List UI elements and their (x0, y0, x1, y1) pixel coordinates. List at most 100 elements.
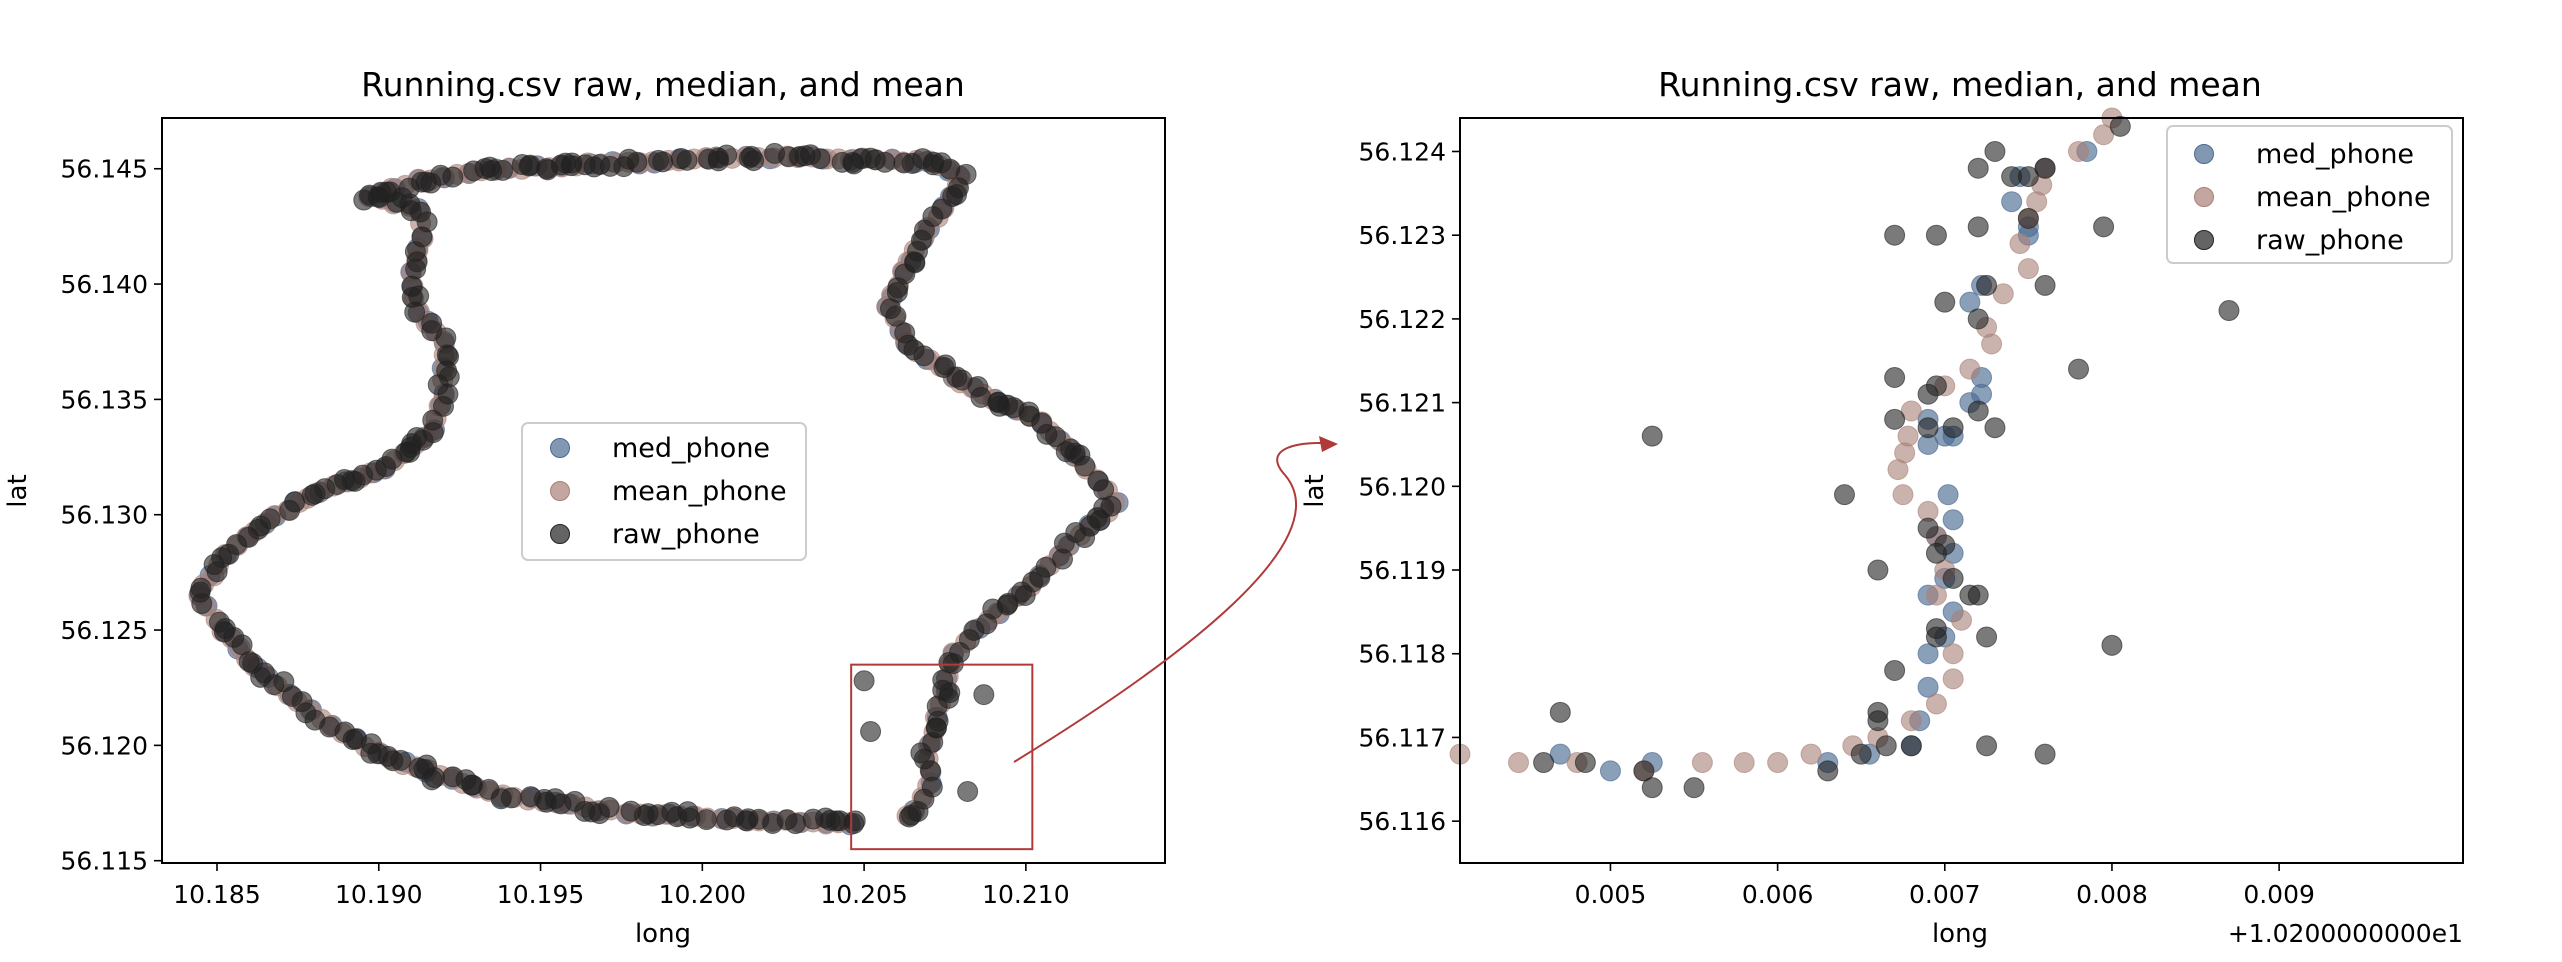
right-raw-phone-point (1875, 735, 1897, 757)
left-y-tick-label: 56.140 (61, 270, 148, 299)
left-legend-marker-raw (550, 524, 570, 544)
right-raw-phone-point (1574, 752, 1596, 774)
right-med-phone-point (1549, 743, 1571, 765)
right-raw-phone-point (1976, 626, 1998, 648)
right-raw-phone-point (1984, 140, 2006, 162)
left-y-ticks: 56.115 56.120 56.125 56.130 56.135 56.140 56.1… (61, 155, 162, 876)
right-raw-phone-point (1884, 224, 1906, 246)
left-points (188, 142, 1129, 836)
right-raw-phone-point (1967, 308, 1989, 330)
right-chart: Running.csv raw, median, and mean 0.005 0… (1300, 65, 2464, 949)
zoom-connector (1013, 436, 1338, 763)
right-raw-phone-point (1683, 777, 1705, 799)
left-x-tick-label: 10.185 (173, 880, 260, 909)
right-legend-label-mean: mean_phone (2256, 182, 2431, 213)
right-raw-phone-point (1633, 760, 1655, 782)
right-raw-phone-point (1967, 216, 1989, 238)
left-y-tick-label: 56.125 (61, 616, 148, 645)
left-y-axis-label: lat (3, 474, 33, 507)
left-chart-title: Running.csv raw, median, and mean (361, 65, 965, 104)
left-x-tick-label: 10.205 (820, 880, 907, 909)
right-raw-phone-point (2034, 157, 2056, 179)
right-raw-phone-point (1884, 366, 1906, 388)
right-raw-phone-point (1641, 777, 1663, 799)
right-med-phone-point (1917, 643, 1939, 665)
zoom-connector-arrowhead (1319, 436, 1338, 452)
right-raw-phone-point (1549, 701, 1571, 723)
right-mean-phone-point (2068, 140, 2090, 162)
right-raw-phone-point (1533, 752, 1555, 774)
right-raw-phone-point (2068, 358, 2090, 380)
left-raw-phone-point (190, 577, 212, 599)
left-legend-box (521, 422, 807, 561)
right-med-phone-point (1942, 509, 1964, 531)
right-mean-phone-point (1897, 425, 1919, 447)
right-raw-phone-point (1984, 417, 2006, 439)
right-x-ticks: 0.005 0.006 0.007 0.008 0.009 (1575, 863, 2315, 909)
right-points (1449, 107, 2240, 799)
right-raw-phone-point (1925, 224, 1947, 246)
right-x-offset-text: +1.0200000000e1 (2228, 919, 2463, 948)
left-raw-phone-point (910, 742, 932, 764)
right-x-axis-label: long (1932, 919, 1988, 949)
right-raw-phone-point (1867, 701, 1889, 723)
right-raw-phone-point (1641, 425, 1663, 447)
left-x-tick-label: 10.200 (659, 880, 746, 909)
left-raw-phone-point (208, 611, 230, 633)
right-med-phone-point (1599, 760, 1621, 782)
left-raw-phone-point (900, 804, 922, 826)
right-raw-phone-point (1817, 760, 1839, 782)
right-raw-phone-point (2034, 743, 2056, 765)
right-raw-phone-point (2093, 216, 2115, 238)
left-raw-phone-point (874, 151, 896, 173)
left-raw-phone-point (1074, 455, 1096, 477)
right-legend: med_phone mean_phone raw_phone (2166, 125, 2453, 264)
left-raw-phone-point (853, 670, 875, 692)
left-raw-phone-point (379, 181, 401, 203)
right-raw-phone-point (1976, 735, 1998, 757)
left-raw-phone-point (259, 508, 281, 530)
right-raw-phone-point (1942, 417, 1964, 439)
right-mean-phone-point (1733, 752, 1755, 774)
right-raw-phone-point (1850, 743, 1872, 765)
left-chart: Running.csv raw, median, and mean 10.185… (3, 65, 1166, 949)
right-raw-phone-point (1934, 534, 1956, 556)
right-legend-label-med: med_phone (2256, 139, 2414, 170)
right-med-phone-point (2001, 191, 2023, 213)
left-y-tick-label: 56.115 (61, 847, 148, 876)
right-y-tick-label: 56.116 (1359, 807, 1446, 836)
right-raw-phone-point (1917, 417, 1939, 439)
right-raw-phone-point (1884, 659, 1906, 681)
left-raw-phone-point (442, 166, 464, 188)
left-legend-marker-mean (550, 481, 570, 501)
right-chart-title: Running.csv raw, median, and mean (1658, 65, 2262, 104)
right-legend-label-raw: raw_phone (2256, 225, 2404, 256)
right-y-axis-label: lat (1300, 474, 1330, 507)
left-raw-phone-point (273, 671, 295, 693)
right-raw-phone-point (1925, 618, 1947, 640)
right-x-tick-label: 0.006 (1742, 880, 1814, 909)
left-raw-phone-point (1045, 426, 1067, 448)
right-mean-phone-point (1942, 668, 1964, 690)
right-x-tick-label: 0.005 (1575, 880, 1647, 909)
right-y-tick-label: 56.118 (1359, 640, 1446, 669)
right-legend-box (2166, 125, 2453, 264)
right-y-tick-label: 56.124 (1359, 137, 1446, 166)
right-legend-marker-mean (2194, 187, 2214, 207)
right-mean-phone-point (1942, 643, 1964, 665)
right-mean-phone-point (1691, 752, 1713, 774)
right-raw-phone-point (2109, 115, 2131, 137)
left-y-tick-label: 56.130 (61, 501, 148, 530)
left-legend-label-raw: raw_phone (612, 519, 760, 550)
right-raw-phone-point (1967, 400, 1989, 422)
right-med-phone-point (1937, 484, 1959, 506)
right-mean-phone-point (1767, 752, 1789, 774)
right-y-tick-label: 56.121 (1359, 389, 1446, 418)
left-legend-label-med: med_phone (612, 433, 770, 464)
left-raw-phone-point (913, 345, 935, 367)
left-raw-phone-point (421, 312, 443, 334)
right-raw-phone-point (1900, 735, 1922, 757)
left-y-tick-label: 56.145 (61, 155, 148, 184)
left-raw-phone-point (957, 780, 979, 802)
